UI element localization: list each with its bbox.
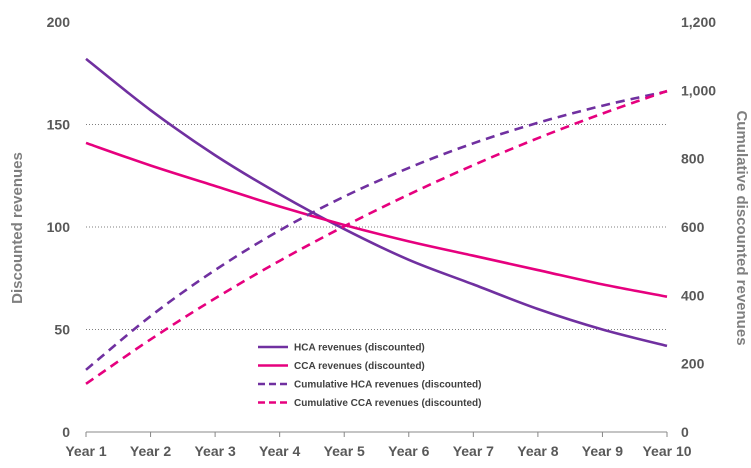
x-tick-label: Year 7 (453, 443, 494, 459)
series-line-3 (85, 90, 668, 371)
legend-label: Cumulative HCA revenues (discounted) (294, 380, 481, 391)
y-tick-label: 100 (47, 219, 71, 235)
series-line-1 (85, 57, 668, 348)
x-tick-label: Year 3 (194, 443, 235, 459)
right-axis-ticks: 0 200 400 600 800 1,000 1,200 (681, 14, 716, 440)
x-tick-label: Year 10 (642, 443, 691, 459)
x-tick-label: Year 5 (324, 443, 365, 459)
y2-tick-label: 1,000 (681, 82, 716, 98)
series-line-2 (85, 141, 668, 298)
y-axis-title: Discounted revenues (9, 152, 26, 304)
x-tick-label: Year 9 (582, 443, 623, 459)
legend: HCA revenues (discounted) CCA revenues (d… (258, 343, 481, 409)
y2-tick-label: 400 (681, 287, 705, 303)
y-tick-label: 200 (47, 14, 71, 30)
left-axis-ticks: 0 50 100 150 200 (47, 14, 71, 440)
series-lines (85, 57, 668, 385)
x-tick-label: Year 4 (259, 443, 300, 459)
legend-label: CCA revenues (discounted) (294, 361, 425, 372)
x-axis-ticks: Year 1 Year 2 Year 3 Year 4 Year 5 Year 6 Year… (65, 432, 692, 459)
y2-tick-label: 1,200 (681, 14, 716, 30)
legend-label: Cumulative CCA revenues (discounted) (294, 398, 481, 409)
legend-label: HCA revenues (discounted) (294, 343, 425, 354)
x-tick-label: Year 2 (130, 443, 171, 459)
y2-tick-label: 800 (681, 151, 705, 167)
series-line-4 (85, 89, 668, 385)
y2-tick-label: 600 (681, 219, 705, 235)
y2-axis-title: Cumulative discounted revenues (733, 110, 750, 345)
y-tick-label: 50 (54, 322, 70, 338)
y-tick-label: 0 (62, 424, 70, 440)
gridlines (86, 124, 667, 330)
y2-tick-label: 0 (681, 424, 689, 440)
y-tick-label: 150 (47, 117, 71, 133)
x-tick-label: Year 1 (65, 443, 106, 459)
x-tick-label: Year 6 (388, 443, 429, 459)
x-tick-label: Year 8 (517, 443, 558, 459)
y2-tick-label: 200 (681, 356, 705, 372)
